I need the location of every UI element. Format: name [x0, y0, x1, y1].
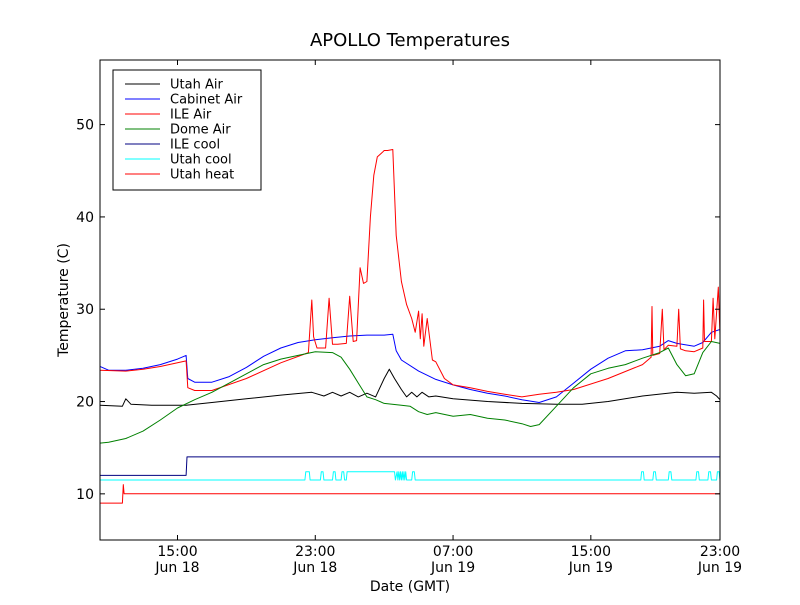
- x-tick-label-date: Jun 18: [154, 560, 199, 576]
- series-line-utah-air: [100, 368, 720, 407]
- plot-frame: [99, 59, 721, 541]
- y-tick-label: 20: [76, 395, 94, 411]
- y-tick-label: 40: [76, 210, 94, 226]
- x-tick-label-time: 15:00: [571, 544, 611, 560]
- series-line-dome-air: [100, 341, 720, 444]
- legend-label-ile-cool: ILE cool: [170, 138, 220, 153]
- legend-label-utah-air: Utah Air: [170, 78, 223, 93]
- series-line-ile-air: [100, 149, 720, 398]
- legend-label-dome-air: Dome Air: [170, 123, 231, 138]
- series-line-utah-cool: [100, 471, 720, 481]
- x-tick-label-date: Jun 19: [697, 560, 742, 576]
- y-axis-title: Temperature (C): [56, 243, 72, 358]
- series-line-ile-cool: [100, 456, 720, 476]
- x-tick-label-date: Jun 18: [292, 560, 337, 576]
- legend-label-utah-heat: Utah heat: [170, 168, 234, 183]
- x-axis-title: Date (GMT): [370, 579, 450, 595]
- legend-label-utah-cool: Utah cool: [170, 153, 232, 168]
- x-tick-label-date: Jun 19: [568, 560, 613, 576]
- y-tick-label: 10: [76, 487, 94, 503]
- legend-label-ile-air: ILE Air: [170, 108, 212, 123]
- chart-title: APOLLO Temperatures: [310, 30, 510, 51]
- legend-box: [112, 69, 262, 191]
- legend-label-cabinet-air: Cabinet Air: [170, 93, 243, 108]
- series-line-cabinet-air: [100, 329, 720, 403]
- series-line-utah-heat: [100, 484, 720, 504]
- x-tick-label-date: Jun 19: [430, 560, 475, 576]
- x-tick-label-time: 23:00: [700, 544, 740, 560]
- x-tick-label-time: 15:00: [157, 544, 197, 560]
- y-tick-label: 30: [76, 302, 94, 318]
- x-tick-label-time: 07:00: [433, 544, 473, 560]
- y-tick-label: 50: [76, 118, 94, 134]
- x-tick-label-time: 23:00: [295, 544, 335, 560]
- series-layer: [100, 149, 720, 504]
